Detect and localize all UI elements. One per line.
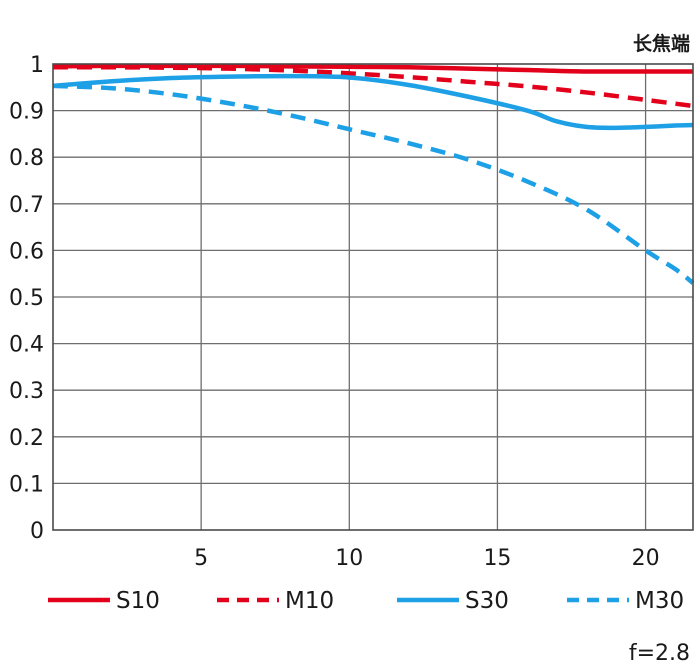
y-tick-label: 1 <box>30 53 44 78</box>
y-tick-label: 0.9 <box>9 100 44 125</box>
y-tick-label: 0 <box>30 519 44 544</box>
y-tick-label: 0.2 <box>9 426 44 451</box>
legend-label-s10: S10 <box>116 588 160 614</box>
y-tick-label: 0.6 <box>9 239 44 264</box>
series-line-s30 <box>53 76 693 128</box>
legend-label-m10: M10 <box>285 588 334 614</box>
x-tick-label: 5 <box>194 546 208 571</box>
x-tick-label: 15 <box>483 546 511 571</box>
aperture-note: f=2.8 <box>629 641 690 666</box>
x-tick-label: 10 <box>335 546 363 571</box>
y-tick-label: 0.5 <box>9 286 44 311</box>
mtf-chart: 00.10.20.30.40.50.60.70.80.915 10 15 20 长焦端… <box>0 0 700 670</box>
legend-label-m30: M30 <box>635 588 684 614</box>
legend: S10 M10 S30 M30 <box>48 588 684 614</box>
x-tick-label: 20 <box>632 546 660 571</box>
y-tick-label: 0.3 <box>9 379 44 404</box>
chart-subtitle: 长焦端 <box>633 32 690 55</box>
y-tick-label: 0.7 <box>9 193 44 218</box>
legend-label-s30: S30 <box>465 588 509 614</box>
y-tick-label: 0.4 <box>9 333 44 358</box>
tick-labels: 00.10.20.30.40.50.60.70.80.915 10 15 20 <box>9 53 660 571</box>
series-line-m30 <box>53 86 693 283</box>
y-tick-label: 0.8 <box>9 146 44 171</box>
y-tick-label: 0.1 <box>9 472 44 497</box>
